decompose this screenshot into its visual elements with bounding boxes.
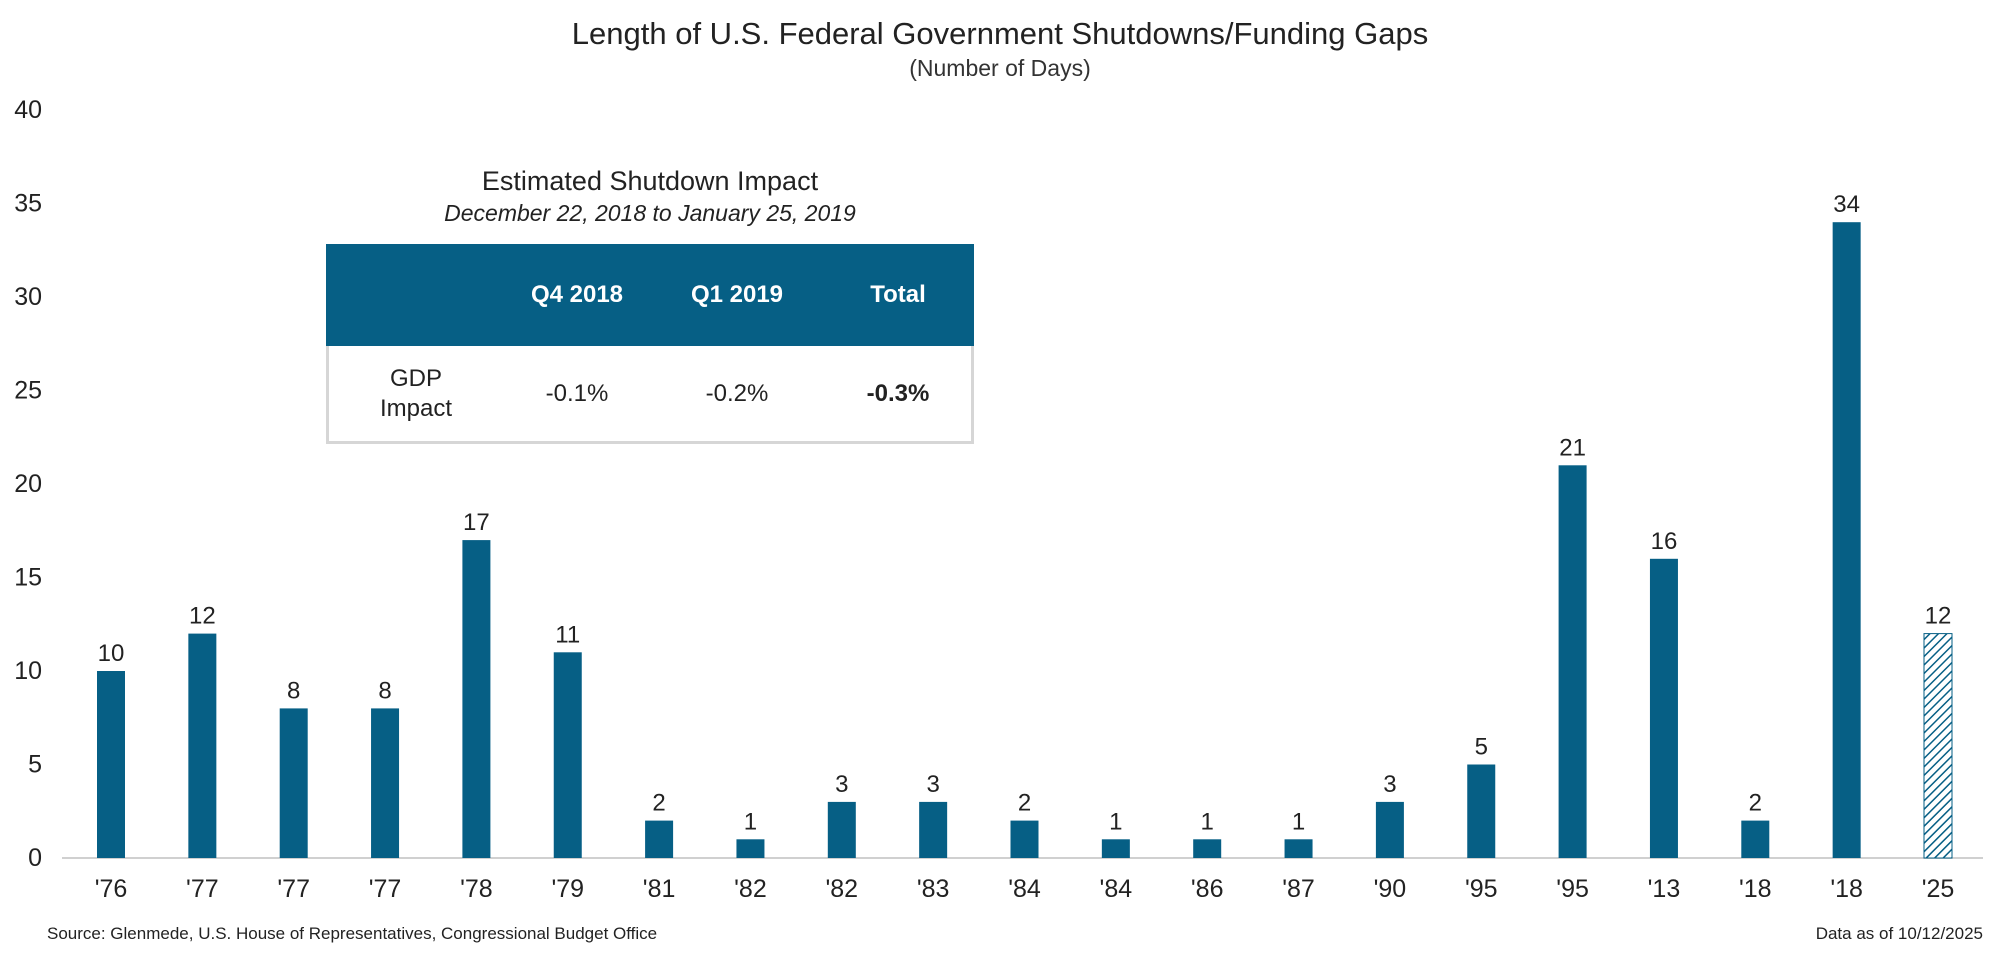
value-q1-2019: -0.2% <box>705 379 769 407</box>
x-tick-label: '87 <box>1282 875 1315 903</box>
bar-value-label: 3 <box>1383 771 1396 798</box>
bar <box>188 633 217 858</box>
x-tick-label: '76 <box>95 875 128 903</box>
value-total: -0.3% <box>866 379 930 407</box>
bar <box>1375 801 1404 858</box>
bar <box>1193 839 1222 858</box>
bar <box>371 708 400 858</box>
header-q1-2019: Q1 2019 <box>690 281 784 308</box>
x-tick-label: '18 <box>1830 875 1863 903</box>
x-tick-label: '82 <box>826 875 859 903</box>
bar <box>1832 222 1861 858</box>
bar-value-label: 3 <box>926 771 939 798</box>
bar-value-label: 16 <box>1651 528 1678 555</box>
y-tick-label: 25 <box>14 377 42 405</box>
y-tick-label: 30 <box>14 283 42 311</box>
bar-value-label: 1 <box>1109 808 1122 835</box>
bar <box>827 801 856 858</box>
chart-subtitle: (Number of Days) <box>909 55 1091 81</box>
bar-value-label: 12 <box>189 603 216 630</box>
x-tick-label: '84 <box>1100 875 1133 903</box>
bar <box>1467 764 1496 858</box>
bar <box>645 820 674 858</box>
x-tick-label: '81 <box>643 875 676 903</box>
x-tick-label: '90 <box>1374 875 1407 903</box>
x-tick-label: '79 <box>551 875 584 903</box>
bar-value-label: 5 <box>1475 734 1488 761</box>
header-blank <box>326 244 486 346</box>
source-note: Source: Glenmede, U.S. House of Represen… <box>47 924 658 943</box>
bar-value-label: 12 <box>1925 603 1952 630</box>
y-tick-label: 35 <box>14 190 42 218</box>
x-tick-label: '78 <box>460 875 493 903</box>
x-tick-label: '95 <box>1556 875 1589 903</box>
header-total: Total <box>870 281 926 308</box>
header-q4-2018: Q4 2018 <box>530 281 624 308</box>
x-tick-label: '86 <box>1191 875 1224 903</box>
x-tick-label: '25 <box>1922 875 1955 903</box>
y-tick-label: 20 <box>14 470 42 498</box>
bar-value-label: 8 <box>287 677 300 704</box>
bar <box>1741 820 1770 858</box>
y-tick-label: 5 <box>28 751 42 779</box>
bar-value-label: 34 <box>1833 191 1860 218</box>
inset-title: Estimated Shutdown Impact <box>481 166 819 196</box>
bar-value-label: 1 <box>1292 808 1305 835</box>
data-as-of: Data as of 10/12/2025 <box>1815 924 1983 943</box>
bar-value-label: 11 <box>555 621 580 648</box>
bar <box>919 801 948 858</box>
bar-value-label: 2 <box>652 790 665 817</box>
bar <box>553 652 582 858</box>
bar <box>1923 633 1953 859</box>
x-tick-label: '18 <box>1739 875 1772 903</box>
bar-value-label: 1 <box>1201 808 1214 835</box>
row-label-gdp-impact: GDP Impact <box>379 364 453 422</box>
x-tick-label: '77 <box>277 875 310 903</box>
bar <box>97 671 125 858</box>
bar <box>1010 820 1039 858</box>
x-axis-ticks: '76 '77 '77 '77 '78 '79 '81 '82 '82 '83 '84 '84 '86 '… <box>95 875 1955 903</box>
x-tick-label: '95 <box>1465 875 1498 903</box>
y-tick-label: 0 <box>28 844 42 872</box>
bars <box>97 222 1953 859</box>
bar-value-label: 3 <box>835 771 848 798</box>
impact-table-header: Q4 2018 Q1 2019 Total <box>326 244 974 346</box>
x-tick-label: '82 <box>734 875 767 903</box>
impact-table: Q4 2018 Q1 2019 Total GDP Impact -0.1% -… <box>326 244 974 444</box>
chart-title: Length of U.S. Federal Government Shutdo… <box>571 16 1429 51</box>
inset-subtitle: December 22, 2018 to January 25, 2019 <box>444 200 856 226</box>
x-tick-label: '77 <box>186 875 219 903</box>
bar <box>736 839 765 858</box>
bar <box>279 708 308 858</box>
y-axis: 0 5 10 15 20 25 30 35 40 <box>14 96 42 872</box>
x-tick-label: '77 <box>369 875 402 903</box>
bar-value-label: 2 <box>1749 790 1762 817</box>
bar-value-label: 21 <box>1559 434 1586 461</box>
bar <box>462 540 491 858</box>
x-tick-label: '84 <box>1008 875 1041 903</box>
value-q4-2018: -0.1% <box>545 379 609 407</box>
y-tick-label: 10 <box>14 657 42 685</box>
bar <box>1558 465 1587 858</box>
bar <box>1649 558 1678 858</box>
bar-value-label: 1 <box>744 808 757 835</box>
x-tick-label: '83 <box>917 875 950 903</box>
bar-value-label: 2 <box>1018 790 1031 817</box>
y-tick-label: 15 <box>14 564 42 592</box>
bar-value-label: 8 <box>378 677 391 704</box>
bar <box>1101 839 1130 858</box>
bar-value-label: 17 <box>463 509 490 536</box>
bar <box>1284 839 1313 858</box>
bar-value-label: 10 <box>98 640 125 667</box>
x-tick-label: '13 <box>1648 875 1681 903</box>
y-tick-label: 40 <box>14 96 42 124</box>
